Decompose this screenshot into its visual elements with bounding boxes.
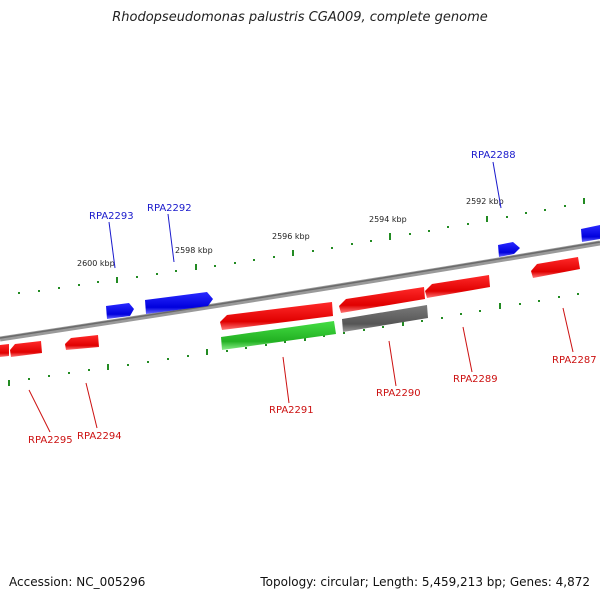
gene-rpa2294[interactable] [65,335,99,350]
gene-rpa2291-green[interactable] [221,321,336,350]
gene-rpa2288[interactable] [498,242,520,257]
scale-label: 2600 kbp [77,259,115,268]
gene-label[interactable]: RPA2293 [89,211,134,222]
gene-label[interactable]: RPA2288 [471,150,516,161]
scale-label: 2598 kbp [175,246,213,255]
scale-label: 2594 kbp [369,215,407,224]
scale-label: 2592 kbp [466,197,504,206]
gene-rpa2289[interactable] [425,275,490,298]
gene-rpa2290-red[interactable] [339,287,425,313]
scale-label: 2596 kbp [272,232,310,241]
gene-partial-red[interactable] [0,344,9,357]
gene-rpa2291-red[interactable] [220,302,333,330]
genome-backbone [0,240,600,342]
map-title: Rhodopseudomonas palustris CGA009, compl… [112,10,488,25]
gene-rpa2292[interactable] [145,292,213,314]
gene-label[interactable]: RPA2291 [269,405,314,416]
topology-text: Topology: circular; Length: 5,459,213 bp… [260,575,590,589]
gene-label[interactable]: RPA2290 [376,388,421,399]
gene-rpa2293[interactable] [106,303,134,319]
accession-text: Accession: NC_005296 [9,575,146,589]
gene-rpa2287[interactable] [531,257,580,278]
upper-tick-track [18,198,585,294]
gene-label[interactable]: RPA2295 [28,435,73,446]
gene-label[interactable]: RPA2289 [453,374,498,385]
gene-rpa2290-gray[interactable] [342,305,428,332]
gene-label[interactable]: RPA2292 [147,203,192,214]
gene-label[interactable]: RPA2287 [552,355,597,366]
gene-rpa2295[interactable] [10,341,42,357]
gene-label[interactable]: RPA2294 [77,431,122,442]
lower-tick-track [8,293,579,386]
gene-partial-blue[interactable] [581,225,600,242]
